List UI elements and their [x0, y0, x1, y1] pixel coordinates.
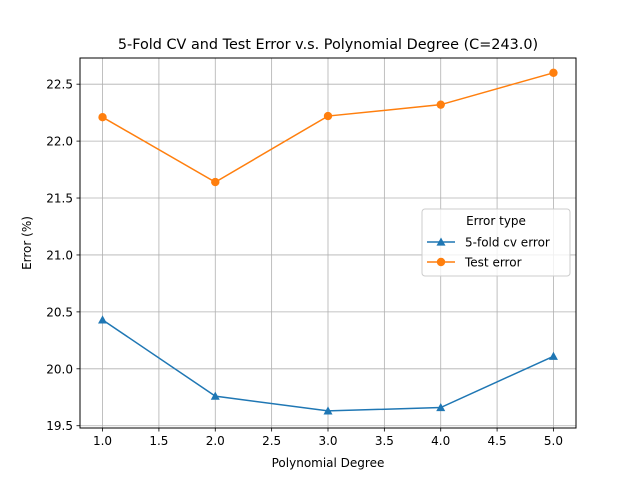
series-1 — [98, 68, 558, 187]
x-tick-label: 3.0 — [318, 434, 337, 448]
x-tick-label: 2.0 — [206, 434, 225, 448]
data-point — [436, 100, 445, 109]
legend-box — [421, 208, 571, 277]
y-tick-label: 21.5 — [46, 192, 73, 206]
data-point — [211, 177, 220, 187]
series-0 — [98, 315, 558, 415]
data-point — [548, 351, 558, 360]
data-point — [549, 68, 558, 78]
y-tick-label: 22.5 — [46, 78, 73, 92]
series-layer — [98, 68, 558, 415]
y-tick-label: 22.0 — [46, 135, 73, 149]
x-tick-label: 1.0 — [93, 434, 112, 448]
legend-title: Error type — [466, 214, 526, 228]
x-tick-label: 5.0 — [544, 434, 563, 448]
chart-title: 5-Fold CV and Test Error v.s. Polynomial… — [118, 37, 538, 53]
x-axis-label: Polynomial Degree — [272, 456, 385, 470]
x-tick-label: 1.5 — [149, 434, 168, 448]
data-point — [210, 391, 220, 400]
data-point — [98, 113, 107, 122]
x-tick-label: 4.5 — [488, 434, 507, 448]
legend-item-label: Test error — [464, 256, 522, 270]
x-tick-label: 2.5 — [262, 434, 281, 448]
legend-swatch-marker — [436, 257, 446, 267]
legend-item-label: 5-fold cv error — [465, 236, 550, 250]
data-point — [98, 315, 108, 324]
y-tick-label: 21.0 — [46, 248, 73, 262]
y-tick-label: 19.5 — [46, 419, 73, 433]
x-tick-label: 3.5 — [375, 434, 394, 448]
x-tick-label: 4.0 — [431, 434, 450, 448]
data-point — [323, 406, 333, 415]
data-point — [436, 403, 446, 412]
data-point — [323, 111, 333, 121]
y-axis-label: Error (%) — [20, 216, 34, 270]
y-tick-label: 20.5 — [46, 305, 73, 319]
x-axis: 1.0 1.5 2.0 2.5 3.0 3.5 4.0 4.5 5.0 — [93, 428, 563, 448]
y-axis: 19.5 20.0 20.5 21.0 21.5 22.0 22.5 — [46, 78, 80, 433]
legend: Error type 5-fold cv error Test error — [421, 208, 571, 277]
legend-swatch-marker — [436, 237, 446, 246]
y-tick-label: 20.0 — [46, 362, 73, 376]
